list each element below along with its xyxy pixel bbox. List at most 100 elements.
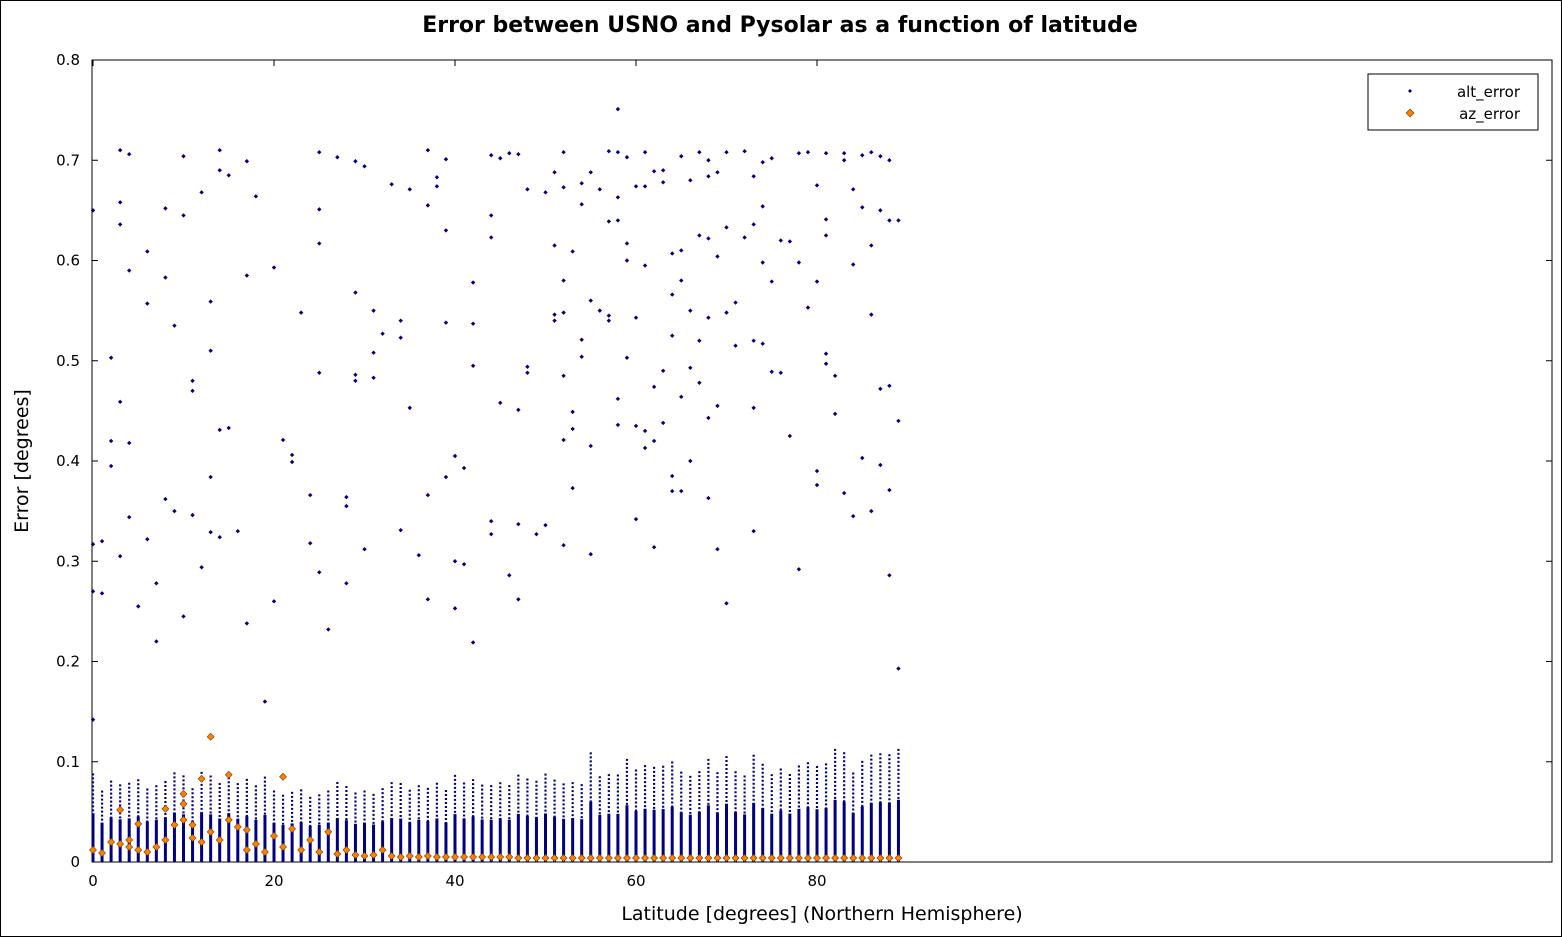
data-point [878,386,883,392]
legend: alt_error az_error [1367,73,1539,131]
data-point [642,428,648,434]
data-point [407,405,412,411]
data-point [570,409,575,415]
data-point [597,187,602,192]
y-axis: 0 0.1 0.2 0.3 0.4 0.5 0.6 0.7 0.8 [56,51,1552,871]
data-point [896,418,901,424]
data-point [188,834,197,842]
legend-box [1367,73,1539,131]
data-point [794,854,803,862]
data-point [804,854,812,862]
data-point [632,854,640,862]
data-point [878,462,883,468]
data-point [405,852,414,860]
data-point [559,854,568,862]
y-tick-label: 0 [70,853,80,871]
data-point [516,521,521,527]
data-point [606,149,612,154]
data-point [778,238,783,243]
y-tick-label: 0.7 [56,151,80,169]
data-point [443,320,449,325]
data-point [679,278,684,283]
data-point [215,836,224,844]
y-tick-label: 0.6 [56,252,80,270]
dense-column-layer [91,748,900,862]
data-point [869,508,874,514]
data-point [704,854,713,862]
data-point [731,854,740,862]
data-point [443,474,449,480]
data-point [586,854,595,862]
data-point [894,854,903,862]
data-point [697,150,702,155]
data-point [769,279,774,284]
data-point [742,149,747,154]
data-point [876,854,885,862]
data-point [660,180,666,185]
data-point [688,308,693,313]
data-point [552,312,557,317]
data-point [407,187,412,192]
data-point [161,804,170,813]
data-point [887,218,892,223]
data-point [715,170,720,175]
data-point [369,851,378,859]
data-point [769,369,774,374]
data-point [677,854,686,862]
data-point [251,840,260,848]
data-point [715,254,720,259]
data-point [651,545,657,550]
data-point [624,258,630,263]
data-point [434,175,440,180]
data-point [389,182,394,187]
data-point [588,298,593,303]
data-point [733,343,738,348]
data-point [317,570,322,575]
data-point [887,383,892,389]
data-point [206,828,215,836]
data-point [371,350,376,355]
data-point [751,338,756,343]
data-point [353,378,358,383]
data-point [172,323,177,328]
data-point [371,308,376,313]
data-point [858,854,867,862]
data-point [633,184,639,189]
series-az-error [89,732,903,862]
data-point [398,527,403,533]
data-point [851,513,856,519]
data-point [724,310,729,315]
data-point [461,562,467,567]
data-point [878,154,883,159]
data-point [317,207,322,212]
data-point [841,151,847,156]
data-point [353,290,358,295]
data-point [306,836,315,844]
data-point [860,205,865,210]
data-point [425,148,431,153]
data-point [199,565,204,570]
data-point [579,181,584,186]
data-point [724,225,729,230]
data-point [633,315,639,320]
data-point [98,849,106,857]
data-point [525,370,530,375]
data-point [561,278,566,283]
data-point [90,208,96,213]
data-point [117,148,123,153]
data-point [496,853,505,861]
data-point [615,150,621,155]
data-point [489,235,494,240]
data-point [624,241,630,246]
data-point [489,518,494,524]
data-point [679,248,684,253]
x-tick-label: 60 [626,872,645,890]
data-point [760,204,765,209]
data-point [615,396,621,402]
data-point [489,531,494,537]
data-point [217,427,222,433]
data-point [840,854,849,862]
data-point [615,218,621,223]
data-point [90,589,96,594]
data-point [651,438,657,444]
